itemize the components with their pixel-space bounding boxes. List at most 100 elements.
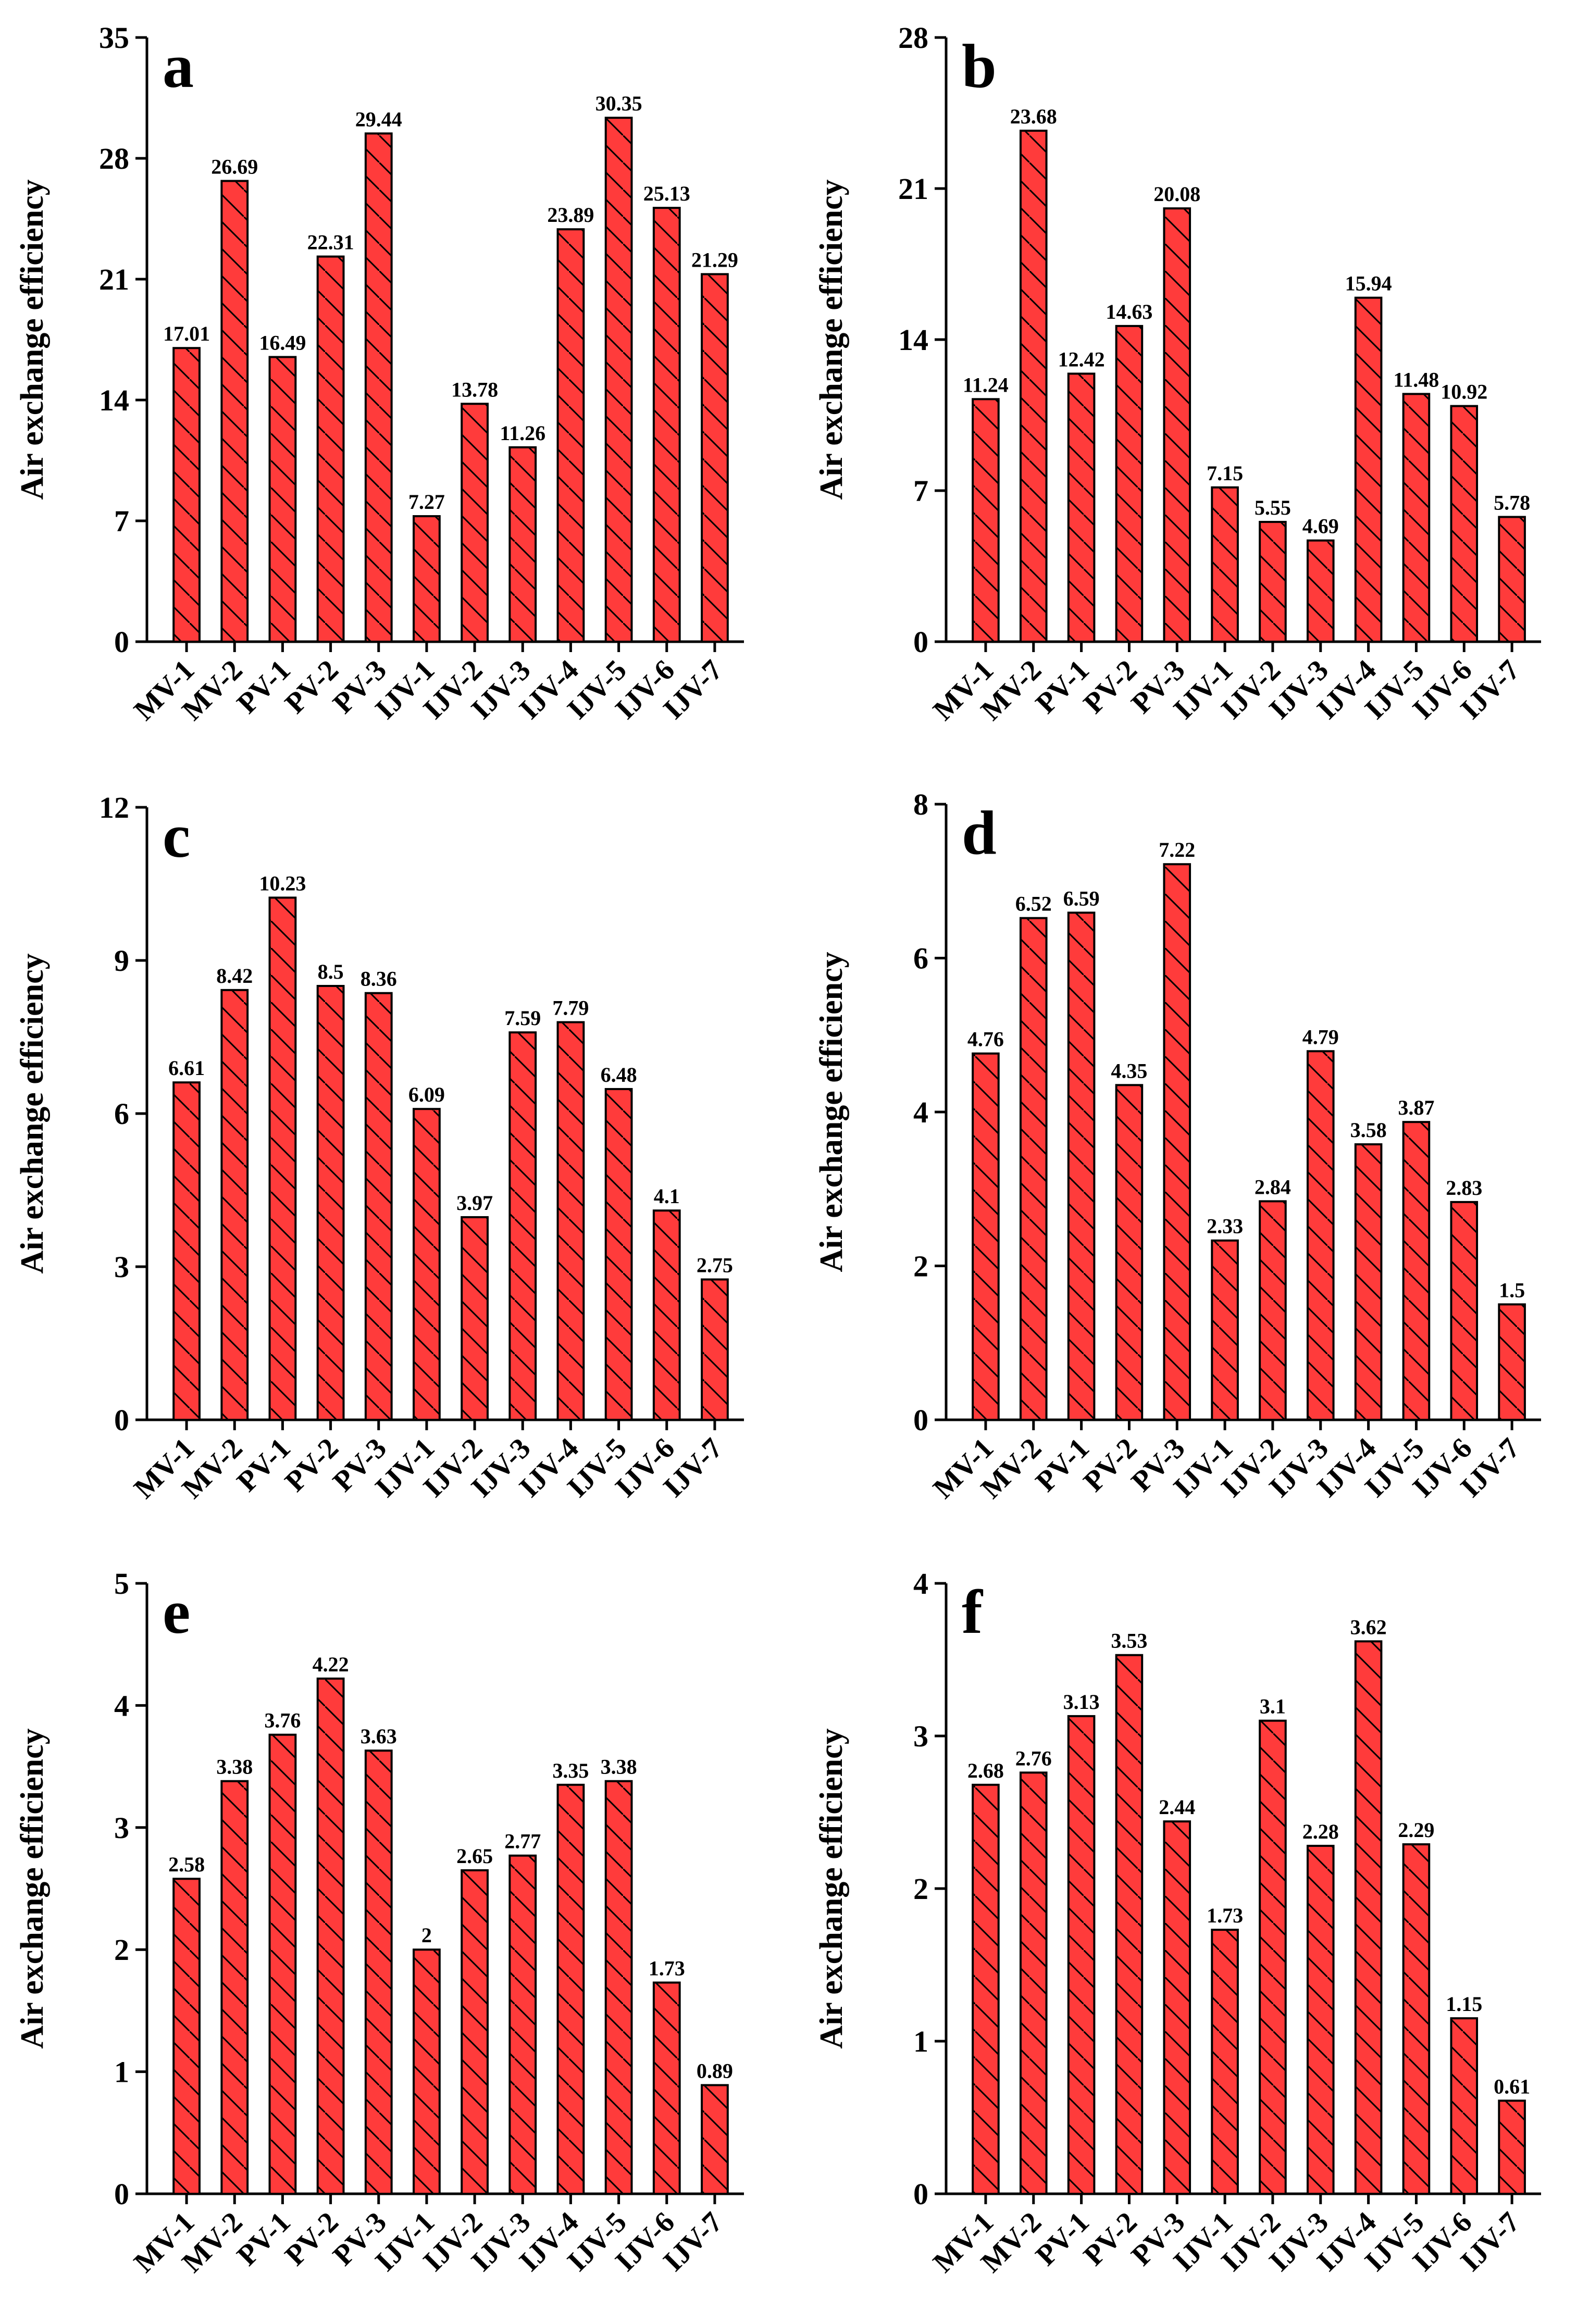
data-label: 3.53 <box>1111 1629 1147 1653</box>
y-axis-label: Air exchange efficiency <box>15 953 50 1273</box>
bar-hatch <box>508 1854 537 2195</box>
y-tick-label: 0 <box>913 625 928 659</box>
bar-hatch <box>220 989 249 1421</box>
data-label: 3.35 <box>552 1759 589 1782</box>
data-label: 2.58 <box>168 1853 205 1876</box>
data-label: 6.48 <box>601 1063 637 1086</box>
y-tick-label: 3 <box>913 1719 928 1753</box>
bar-hatch <box>1115 1084 1144 1421</box>
bar-hatch <box>413 1948 441 2195</box>
x-tick-label: PV-1 <box>1029 1432 1096 1498</box>
bar-hatch <box>1354 1143 1383 1421</box>
panel-label: e <box>163 1577 190 1646</box>
x-tick-label: PV-1 <box>1029 2206 1096 2272</box>
bar-hatch <box>604 117 633 643</box>
data-label: 11.48 <box>1394 368 1439 391</box>
y-tick-label: 6 <box>913 942 928 976</box>
data-label: 0.89 <box>697 2059 733 2082</box>
bar-hatch <box>1019 129 1048 643</box>
bar-hatch <box>652 1981 681 2195</box>
bar-hatch <box>268 356 297 643</box>
bar-hatch <box>1450 1201 1479 1421</box>
data-label: 29.44 <box>355 107 402 131</box>
y-tick-label: 4 <box>114 1689 129 1722</box>
data-label: 6.61 <box>168 1056 205 1080</box>
data-label: 7.79 <box>552 996 589 1020</box>
data-label: 4.22 <box>313 1653 349 1676</box>
x-tick-label: PV-2 <box>279 2206 345 2272</box>
bar-hatch <box>1067 372 1096 643</box>
data-label: 4.35 <box>1111 1059 1147 1082</box>
data-label: 1.73 <box>649 1956 685 1980</box>
x-tick-label: PV-1 <box>1029 654 1096 720</box>
x-tick-label: PV-2 <box>279 1432 345 1498</box>
y-tick-label: 0 <box>114 2177 129 2211</box>
data-label: 3.76 <box>264 1709 301 1732</box>
x-tick-label: PV-1 <box>231 2206 297 2272</box>
data-label: 11.26 <box>500 421 545 445</box>
data-label: 4.76 <box>967 1028 1004 1051</box>
data-label: 21.29 <box>691 248 738 271</box>
data-label: 2.76 <box>1015 1746 1052 1770</box>
y-axis-label: Air exchange efficiency <box>15 179 50 499</box>
bar-hatch <box>413 515 441 643</box>
bar-hatch <box>268 896 297 1421</box>
y-axis-label: Air exchange efficiency <box>814 179 849 499</box>
bar-hatch <box>1163 863 1191 1421</box>
data-label: 3.38 <box>216 1755 253 1779</box>
data-label: 4.69 <box>1302 515 1339 538</box>
data-label: 2.33 <box>1207 1215 1243 1238</box>
bar-hatch <box>1211 1929 1239 2195</box>
bar-hatch <box>1259 1719 1287 2195</box>
bar-hatch <box>1450 405 1479 643</box>
x-tick-label: PV-2 <box>1077 654 1144 720</box>
y-tick-label: 14 <box>898 323 928 357</box>
bar-hatch <box>1402 1843 1431 2195</box>
bar-hatch <box>316 255 345 643</box>
data-label: 17.01 <box>163 322 210 345</box>
y-tick-label: 4 <box>913 1095 928 1129</box>
bar-hatch <box>461 403 489 643</box>
y-tick-label: 7 <box>114 504 129 538</box>
data-label: 6.52 <box>1015 892 1052 916</box>
y-tick-label: 0 <box>913 2177 928 2211</box>
data-label: 3.58 <box>1350 1118 1387 1142</box>
y-tick-label: 28 <box>99 142 129 176</box>
bar-hatch <box>1163 1820 1191 2195</box>
data-label: 23.89 <box>547 203 594 227</box>
data-label: 2.83 <box>1446 1176 1482 1200</box>
data-label: 4.79 <box>1302 1025 1339 1048</box>
data-label: 13.78 <box>451 378 498 401</box>
bar-hatch <box>461 1869 489 2195</box>
panel-label: f <box>962 1577 984 1646</box>
data-label: 23.68 <box>1010 105 1057 128</box>
bar-hatch <box>701 1278 729 1421</box>
data-label: 30.35 <box>595 92 642 115</box>
bar-hatch <box>461 1216 489 1421</box>
bar-hatch <box>1019 1771 1048 2195</box>
y-tick-label: 2 <box>114 1933 129 1967</box>
bar-hatch <box>1115 324 1144 643</box>
bar-hatch <box>1306 1050 1335 1421</box>
bar-hatch <box>508 446 537 643</box>
data-label: 11.24 <box>963 373 1009 396</box>
bar-hatch <box>316 1677 345 2195</box>
y-tick-label: 0 <box>114 625 129 659</box>
data-label: 10.92 <box>1441 380 1487 404</box>
bar-hatch <box>1259 1200 1287 1421</box>
x-tick-label: PV-1 <box>231 1432 297 1498</box>
bar-hatch <box>652 207 681 643</box>
data-label: 1.5 <box>1499 1278 1525 1302</box>
data-label: 10.23 <box>259 871 306 895</box>
data-label: 25.13 <box>643 182 690 205</box>
data-label: 6.59 <box>1063 886 1100 910</box>
y-tick-label: 35 <box>99 21 129 55</box>
bar-hatch <box>652 1209 681 1421</box>
bar-hatch <box>508 1031 537 1421</box>
data-label: 5.78 <box>1494 491 1530 515</box>
